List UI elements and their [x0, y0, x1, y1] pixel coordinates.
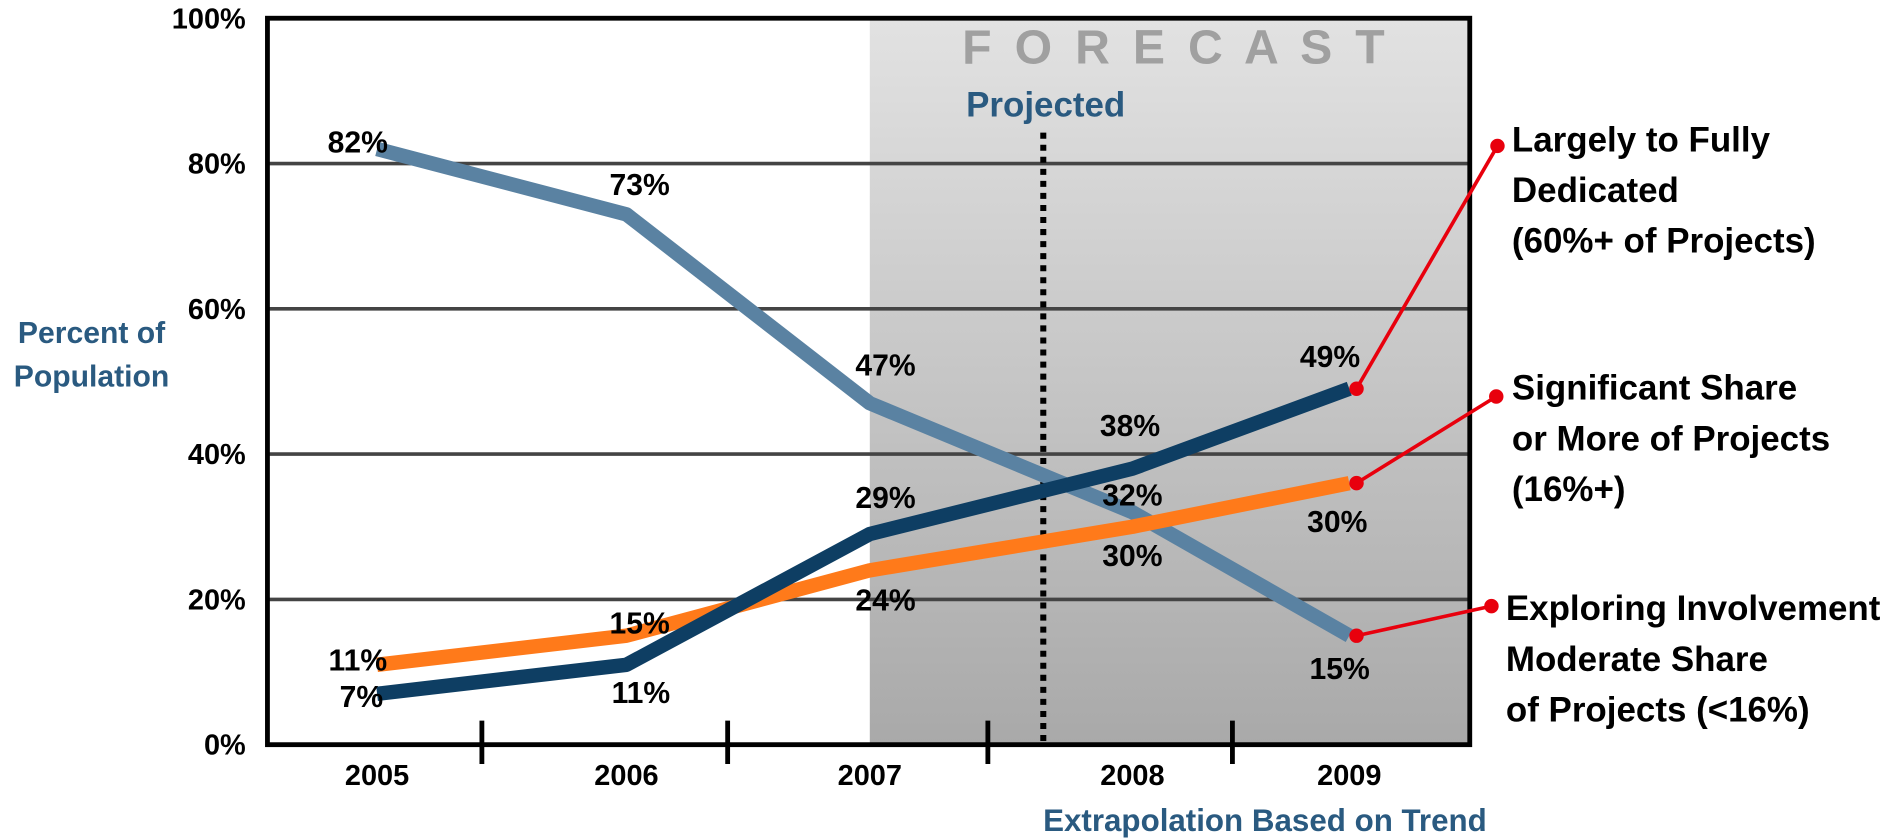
legend-dot — [1349, 628, 1364, 643]
y-tick-label: 40% — [188, 439, 246, 471]
data-label: 49% — [1300, 341, 1360, 374]
legend-label: (60%+ of Projects) — [1512, 222, 1816, 261]
data-label: 82% — [328, 127, 388, 160]
x-tick-label: 2009 — [1317, 760, 1381, 792]
x-tick-label: 2007 — [838, 760, 902, 792]
y-tick-label: 20% — [188, 584, 246, 616]
legend-leader — [1354, 145, 1500, 390]
legend-dot — [1349, 381, 1364, 396]
data-label: 11% — [328, 645, 387, 678]
y-tick-label: 100% — [172, 3, 246, 35]
legend-dot — [1349, 475, 1364, 491]
legend-label: Significant Share — [1512, 369, 1797, 408]
data-label: 32% — [1102, 480, 1162, 513]
legend-label: Dedicated — [1512, 171, 1679, 210]
legend-leader — [1355, 394, 1498, 485]
forecast-region — [869, 18, 1470, 745]
legend-label: Largely to Fully — [1512, 121, 1771, 160]
data-label: 15% — [1310, 653, 1370, 686]
plot-frame — [265, 15, 1473, 748]
data-label: 47% — [855, 350, 915, 383]
data-label: 24% — [855, 584, 915, 617]
legend-label: Moderate Share — [1506, 640, 1768, 679]
y-tick-label: 0% — [204, 730, 246, 762]
legend-label: Exploring Involvement — [1506, 589, 1881, 628]
y-tick-label: 80% — [188, 149, 246, 181]
series-line — [376, 381, 1352, 702]
y-axis-label: Population — [14, 360, 170, 393]
y-tick-label: 60% — [188, 294, 246, 326]
projected-label: Projected — [966, 86, 1125, 125]
legend-dot — [1490, 138, 1505, 154]
data-label: 30% — [1102, 540, 1162, 573]
legend-label: (16%+) — [1512, 470, 1626, 509]
data-label: 29% — [855, 482, 915, 515]
forecast-label: F O R E C A S T — [962, 20, 1389, 74]
data-label: 15% — [610, 607, 670, 640]
legend-label: or More of Projects — [1512, 419, 1830, 458]
x-tick-label: 2006 — [594, 760, 658, 792]
x-note: Extrapolation Based on Trend — [1043, 803, 1487, 838]
legend-dot — [1489, 389, 1504, 404]
data-label: 73% — [610, 169, 670, 202]
legend-dot — [1484, 598, 1499, 614]
data-label: 7% — [340, 681, 384, 714]
series-line — [375, 141, 1353, 642]
annotation: 30% — [1307, 506, 1367, 539]
data-label: 11% — [612, 677, 671, 710]
x-tick-label: 2008 — [1100, 760, 1164, 792]
x-tick-label: 2005 — [345, 760, 409, 792]
legend-label: of Projects (<16%) — [1506, 690, 1810, 729]
series-line — [376, 476, 1351, 672]
y-axis-label: Percent of — [18, 317, 166, 350]
legend-leader — [1356, 604, 1492, 638]
data-label: 38% — [1100, 410, 1160, 443]
